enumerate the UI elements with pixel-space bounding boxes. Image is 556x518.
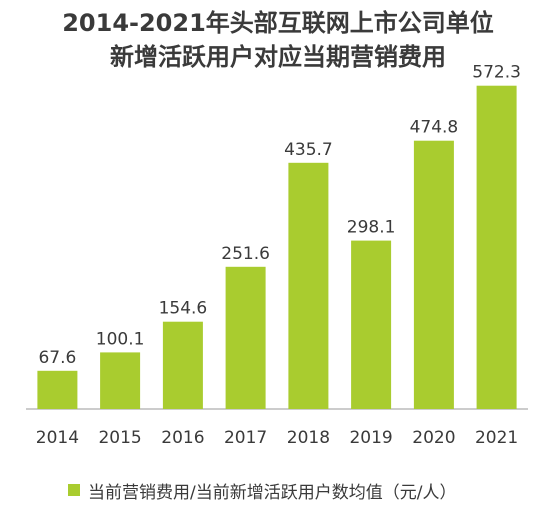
bar-2021 bbox=[476, 85, 517, 409]
x-tick-label-2014: 2014 bbox=[36, 428, 79, 448]
bar-2017 bbox=[225, 266, 266, 409]
x-tick-label-2016: 2016 bbox=[161, 428, 204, 448]
x-tick-label-2019: 2019 bbox=[349, 428, 392, 448]
x-tick-label-2018: 2018 bbox=[287, 428, 330, 448]
data-label-2015: 100.1 bbox=[96, 329, 145, 349]
data-label-2018: 435.7 bbox=[284, 140, 333, 160]
legend-swatch bbox=[68, 484, 80, 496]
chart-title-line-2: 新增活跃用户对应当期营销费用 bbox=[110, 43, 446, 71]
bar-2014 bbox=[37, 370, 78, 409]
data-label-2019: 298.1 bbox=[347, 218, 396, 238]
data-label-2017: 251.6 bbox=[221, 244, 270, 264]
data-label-2014: 67.6 bbox=[38, 348, 76, 368]
x-tick-label-2020: 2020 bbox=[412, 428, 455, 448]
bar-2019 bbox=[351, 240, 392, 409]
bar-2020 bbox=[413, 140, 454, 409]
legend-label: 当前营销费用/当前新增活跃用户数均值（元/人） bbox=[88, 482, 457, 503]
chart-title-line-1: 2014-2021年头部互联网上市公司单位 bbox=[62, 9, 494, 37]
bar-2016 bbox=[162, 321, 203, 409]
data-label-2020: 474.8 bbox=[410, 118, 459, 138]
legend: 当前营销费用/当前新增活跃用户数均值（元/人） bbox=[68, 478, 457, 503]
bar-2018 bbox=[288, 162, 329, 409]
x-tick-label-2017: 2017 bbox=[224, 428, 267, 448]
data-label-2021: 572.3 bbox=[472, 63, 521, 83]
bar-2015 bbox=[100, 352, 141, 409]
x-tick-label-2015: 2015 bbox=[98, 428, 141, 448]
x-tick-label-2021: 2021 bbox=[475, 428, 518, 448]
data-label-2016: 154.6 bbox=[159, 299, 208, 319]
